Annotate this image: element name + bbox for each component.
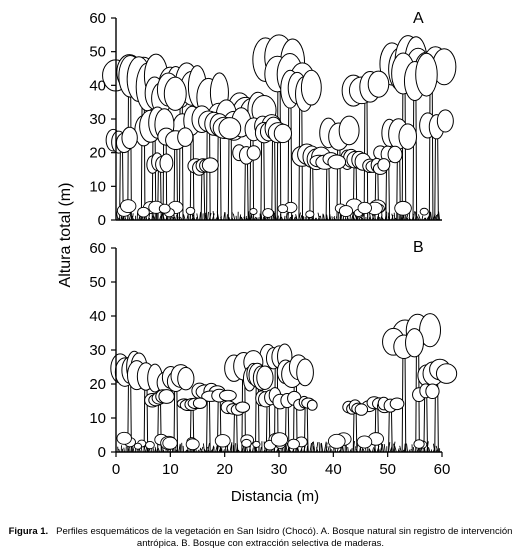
tree [157,127,194,221]
y-tick-label: 20 [89,376,106,393]
panel-b: 0 10 20 30 40 50 60 0 10 20 30 40 50 60 B [89,239,458,478]
y-tick-label: 50 [89,44,106,61]
x-tick-label: 50 [379,461,396,478]
y-tick-label: 10 [89,178,106,195]
tree [198,110,242,221]
caption-text: Perfiles esquemáticos de la vegetación e… [56,526,513,549]
y-tick-label: 30 [89,111,106,128]
tree [220,400,251,453]
panel-a-label: A [413,10,424,27]
y-tick-label: 0 [98,212,106,229]
x-tick-label: 30 [271,461,288,478]
tree [341,70,390,221]
tree [382,327,424,453]
tree [156,364,195,453]
tree [187,65,229,221]
tree [377,396,405,453]
y-tick-label: 30 [89,342,106,359]
tree [391,52,438,221]
tree [134,106,175,221]
y-tick-label: 60 [89,10,106,27]
panel-b-x-ticks: 0 10 20 30 40 50 60 [112,452,451,478]
caption-label: Figura 1. [8,526,49,537]
y-tick-label: 10 [89,410,106,427]
tree [309,152,347,221]
x-tick-label: 0 [112,461,120,478]
tree [412,383,440,453]
y-tick-label: 50 [89,274,106,291]
y-tick-label: 0 [98,444,106,461]
y-tick-label: 20 [89,145,106,162]
understory [115,198,441,221]
x-tick-label: 20 [216,461,233,478]
tree [187,157,219,221]
figure-caption: Figura 1. Perfiles esquemáticos de la ve… [8,526,513,550]
tree [146,152,174,221]
panel-a-y-ticks: 0 10 20 30 40 50 60 [89,10,116,229]
y-axis-label: Altura total (m) [57,183,74,288]
y-tick-label: 40 [89,308,106,325]
tree [232,144,261,221]
x-axis-label: Distancia (m) [231,488,319,505]
tree [319,115,360,221]
y-tick-label: 40 [89,77,106,94]
panel-b-label: B [413,239,424,256]
tree [126,360,163,453]
panel-a-vegetation [102,34,457,221]
panel-b-y-ticks: 0 10 20 30 40 50 60 [89,240,116,461]
panel-a: 0 10 20 30 40 50 60 A [89,10,457,229]
tree [280,69,322,221]
panel-b-vegetation [110,313,458,453]
y-tick-label: 60 [89,240,106,257]
tree [254,116,293,221]
tree [276,354,314,453]
tree [419,109,454,221]
x-tick-label: 60 [434,461,451,478]
tree [342,399,369,453]
understory [116,431,441,453]
x-tick-label: 10 [162,461,179,478]
x-tick-label: 40 [325,461,342,478]
